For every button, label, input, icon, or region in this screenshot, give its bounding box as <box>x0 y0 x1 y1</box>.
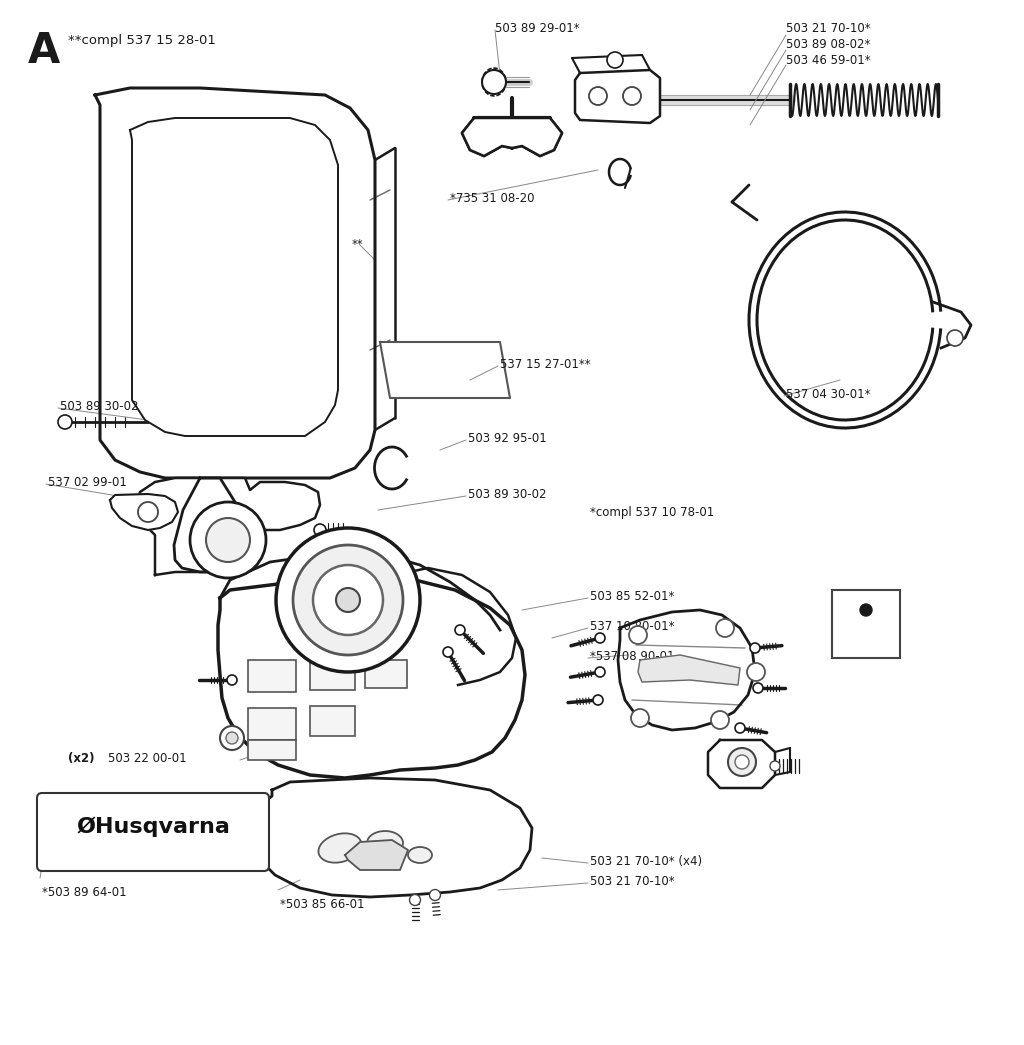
Ellipse shape <box>318 833 361 863</box>
Circle shape <box>595 667 605 677</box>
Polygon shape <box>462 118 562 156</box>
Circle shape <box>593 695 603 705</box>
Circle shape <box>629 626 647 644</box>
Bar <box>310 660 355 690</box>
Text: 503 89 08-02*: 503 89 08-02* <box>786 38 870 51</box>
Text: **compl 537 15 28-01: **compl 537 15 28-01 <box>68 34 216 47</box>
Polygon shape <box>130 118 338 436</box>
Circle shape <box>631 709 649 727</box>
Circle shape <box>220 726 244 750</box>
Polygon shape <box>575 70 660 123</box>
Ellipse shape <box>408 847 432 863</box>
Circle shape <box>746 663 765 681</box>
Circle shape <box>206 518 250 562</box>
Text: 537 04 30-01*: 537 04 30-01* <box>786 388 870 401</box>
Circle shape <box>728 748 756 776</box>
Circle shape <box>623 87 641 104</box>
Circle shape <box>293 545 403 655</box>
Circle shape <box>138 502 158 522</box>
Polygon shape <box>252 777 532 897</box>
Polygon shape <box>218 578 525 777</box>
Text: A: A <box>28 30 60 72</box>
Circle shape <box>410 895 421 906</box>
Circle shape <box>336 588 360 612</box>
Polygon shape <box>638 655 740 686</box>
Polygon shape <box>345 840 408 870</box>
Text: 503 21 70-10* (x4): 503 21 70-10* (x4) <box>590 855 702 868</box>
Circle shape <box>226 732 238 744</box>
Text: 503 89 29-01*: 503 89 29-01* <box>495 22 580 34</box>
Circle shape <box>860 604 872 616</box>
Circle shape <box>482 70 506 94</box>
Circle shape <box>595 633 605 643</box>
Ellipse shape <box>367 831 403 855</box>
Polygon shape <box>110 494 178 530</box>
Text: 503 21 70-10*: 503 21 70-10* <box>590 875 675 888</box>
Text: 537 02 99-01: 537 02 99-01 <box>48 477 127 489</box>
Text: 503 89 30-02: 503 89 30-02 <box>60 400 138 413</box>
Circle shape <box>58 415 72 429</box>
Circle shape <box>313 565 383 635</box>
Text: 503 92 95-01: 503 92 95-01 <box>468 432 547 445</box>
Circle shape <box>947 330 963 346</box>
Circle shape <box>735 754 749 769</box>
Text: *: * <box>336 598 342 611</box>
Text: 503 85 52-01*: 503 85 52-01* <box>590 590 675 603</box>
Text: (x2): (x2) <box>68 752 94 765</box>
Text: *compl 537 10 78-01: *compl 537 10 78-01 <box>590 506 715 519</box>
Circle shape <box>753 683 763 693</box>
Polygon shape <box>708 740 775 788</box>
Circle shape <box>429 889 440 901</box>
Circle shape <box>455 625 465 635</box>
Bar <box>248 709 296 740</box>
Bar <box>248 660 296 692</box>
Text: 537 15 27-01**: 537 15 27-01** <box>500 358 591 371</box>
Text: ØHusqvarna: ØHusqvarna <box>76 817 230 837</box>
Polygon shape <box>174 478 250 572</box>
Text: *503 89 64-01: *503 89 64-01 <box>42 886 127 899</box>
Bar <box>831 590 900 658</box>
Circle shape <box>276 528 420 672</box>
Bar <box>365 660 407 688</box>
Circle shape <box>190 502 266 578</box>
Text: 503 21 70-10*: 503 21 70-10* <box>786 22 870 34</box>
Bar <box>248 740 296 760</box>
Text: 503 89 30-02: 503 89 30-02 <box>468 488 547 501</box>
Polygon shape <box>618 610 755 730</box>
Text: 537 10 80-01*: 537 10 80-01* <box>590 620 675 633</box>
Text: 503 22 00-01: 503 22 00-01 <box>108 752 186 765</box>
Circle shape <box>716 619 734 637</box>
Bar <box>310 706 355 736</box>
Text: *735 31 08-20: *735 31 08-20 <box>450 192 535 205</box>
Text: **: ** <box>352 238 364 251</box>
Text: *503 85 66-01: *503 85 66-01 <box>280 898 365 911</box>
Polygon shape <box>135 478 319 575</box>
FancyBboxPatch shape <box>37 793 269 870</box>
Circle shape <box>735 723 745 733</box>
Circle shape <box>227 675 237 686</box>
Circle shape <box>770 761 780 771</box>
Circle shape <box>750 643 760 653</box>
Text: 503 46 59-01*: 503 46 59-01* <box>786 54 870 67</box>
Circle shape <box>589 87 607 104</box>
Polygon shape <box>380 342 510 398</box>
Circle shape <box>607 52 623 68</box>
Circle shape <box>443 647 453 657</box>
Text: *537 08 90-01: *537 08 90-01 <box>590 650 675 663</box>
Circle shape <box>711 711 729 729</box>
Polygon shape <box>95 88 375 478</box>
Circle shape <box>314 524 326 536</box>
